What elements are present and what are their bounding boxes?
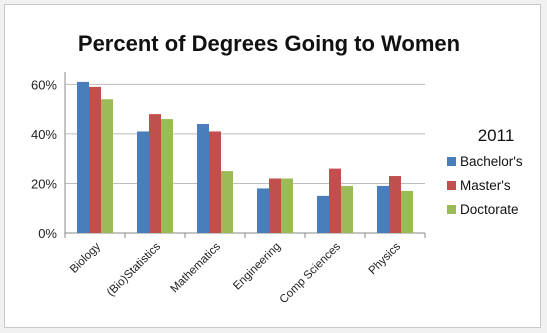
legend-swatch: [447, 157, 456, 166]
bar-bachelors-5: [377, 185, 389, 233]
x-category-label: Comp Sciences: [278, 240, 344, 306]
bar-doctorate-4: [341, 185, 353, 233]
x-category-label: Physics: [367, 240, 404, 277]
legend-swatch: [447, 181, 456, 190]
bar-masters-5: [389, 176, 401, 233]
axes: [64, 72, 426, 238]
x-category-label: Biology: [68, 240, 103, 275]
bar-doctorate-0: [101, 99, 113, 233]
bar-masters-1: [149, 114, 161, 233]
legend-entry: Master's: [460, 178, 511, 193]
bar-masters-3: [269, 178, 281, 233]
legend-entry: Bachelor's: [460, 154, 523, 169]
bar-chart: Percent of Degrees Going to Women 0% 20% 4…: [31, 31, 523, 306]
bar-bachelors-3: [257, 188, 269, 233]
bars: [77, 81, 413, 234]
bar-doctorate-2: [221, 171, 233, 233]
bar-masters-2: [209, 131, 221, 233]
y-tick-label: 60%: [31, 77, 57, 92]
bar-doctorate-3: [281, 178, 293, 233]
legend-entry: Doctorate: [460, 202, 519, 217]
bar-masters-4: [329, 168, 341, 233]
bar-bachelors-4: [317, 195, 329, 233]
bar-masters-0: [89, 86, 101, 233]
chart-frame: Percent of Degrees Going to Women 0% 20% 4…: [4, 4, 541, 328]
y-tick-label: 40%: [31, 127, 57, 142]
y-tick-label: 0%: [38, 226, 57, 241]
legend: 2011 Bachelor's Master's Doctorate: [447, 126, 523, 217]
gridlines: [65, 83, 425, 184]
x-category-label: Mathematics: [169, 240, 224, 295]
bar-doctorate-5: [401, 190, 413, 233]
chart-title: Percent of Degrees Going to Women: [78, 31, 460, 56]
x-category-label: (Bio)Statistics: [105, 240, 163, 298]
legend-title: 2011: [478, 126, 515, 145]
bar-bachelors-1: [137, 131, 149, 233]
y-tick-label: 20%: [31, 176, 57, 191]
bar-bachelors-0: [77, 81, 89, 234]
x-category-label: Engineering: [231, 241, 283, 293]
bar-bachelors-2: [197, 124, 209, 233]
legend-swatch: [447, 205, 456, 214]
bar-doctorate-1: [161, 119, 173, 233]
